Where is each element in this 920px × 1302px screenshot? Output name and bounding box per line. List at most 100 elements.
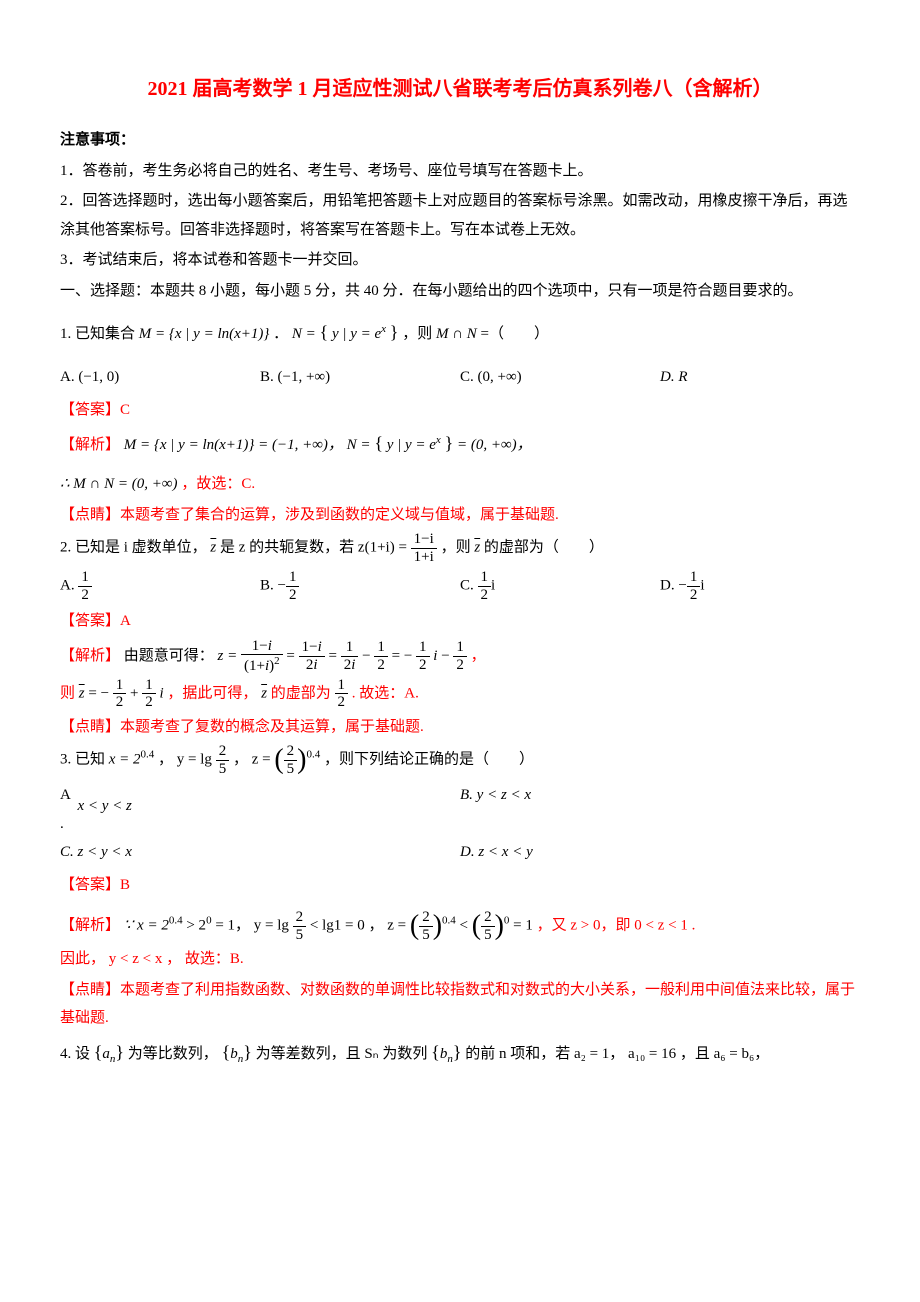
q2-then-eq: = − <box>88 685 109 701</box>
q1-mn: M ∩ N <box>436 326 477 342</box>
q1-options: A. (−1, 0) B. (−1, +∞) C. (0, +∞) D. R <box>60 363 860 392</box>
q1-jiexi-n: y | y = ex <box>387 437 445 453</box>
q2-answer: 【答案】A <box>60 607 860 636</box>
q3-x: x = 2 <box>109 752 141 768</box>
q2-option-b: B. −12 <box>260 569 460 603</box>
q3-jiexi-label: 【解析】 <box>60 918 120 934</box>
q3-option-d: D. z < x < y <box>460 838 860 867</box>
q2-jiexi-i1: i <box>433 648 437 664</box>
q3-opt-a-label: A <box>60 787 71 803</box>
notice-3: 3．考试结束后，将本试卷和答题卡一并交回。 <box>60 246 860 275</box>
q1-jiexi-eq: = (0, +∞)， <box>457 437 532 453</box>
q3-analysis: 【解析】 ∵ x = 20.4 > 20 = 1， y = lg 25 < lg… <box>60 909 860 943</box>
q4-rb3: } <box>453 1042 462 1062</box>
q2-option-a: A. 12 <box>60 569 260 603</box>
q2-analysis: 【解析】 由题意可得： z = 1−i(1+i)2 = 1−i2i = 12i … <box>60 638 860 675</box>
q2-opt-a-frac: 12 <box>78 569 92 603</box>
notice-2: 2．回答选择题时，选出每小题答案后，用铅笔把答题卡上对应题目的答案标号涂黑。如需… <box>60 187 860 244</box>
q3-jiexi-mid2: = 1， y = lg <box>215 918 289 934</box>
q2-opt-c-frac: 12 <box>478 569 492 603</box>
notice-1: 1．答卷前，考生务必将自己的姓名、考生号、考场号、座位号填写在答题卡上。 <box>60 157 860 186</box>
q1-jiexi-rbrace: } <box>445 433 454 453</box>
q2-jiexi-f5: 12 <box>416 639 430 673</box>
q1-conclude: ∴ M ∩ N = (0, +∞) ，故选：C. <box>60 470 860 499</box>
q3-lparen: ( <box>274 744 283 775</box>
q1-eq: =（ ） <box>481 326 549 342</box>
q4-an: an <box>102 1046 115 1062</box>
q2-zbar4: z <box>261 685 267 701</box>
q3-option-c: C. z < y < x <box>60 838 460 867</box>
q1-jiexi-label: 【解析】 <box>60 437 120 453</box>
q1-option-a: A. (−1, 0) <box>60 363 260 392</box>
q2-opt-d-frac: 12 <box>687 569 701 603</box>
q3-answer: 【答案】B <box>60 871 860 900</box>
q2-option-c: C. 12i <box>460 569 660 603</box>
q2-then: ，则 <box>441 540 475 556</box>
q4-mid1: 为等比数列， <box>128 1046 218 1062</box>
q1-conclude-math: ∴ M ∩ N = (0, +∞) <box>60 476 178 492</box>
q3-stem-post: ，则下列结论正确的是（ ） <box>324 752 534 768</box>
q3-y-frac: 25 <box>216 743 230 777</box>
q3-option-b: B. y < z < x <box>460 781 860 838</box>
q2-conclude: 则 z = − 12 + 12 i ，据此可得， z 的虚部为 12 . 故选：… <box>60 677 860 711</box>
q2-jiexi-f1: 1−i(1+i)2 <box>241 638 283 675</box>
q1-jiexi-m: M = {x | y = ln(x+1)} = (−1, +∞)， N = <box>124 437 375 453</box>
q1-conclude-text: ，故选：C. <box>181 476 255 492</box>
q3-jiexi-x: ∵ x = 2 <box>124 918 169 934</box>
q4-rb1: } <box>115 1042 124 1062</box>
q2-mid: 是 z 的共轭复数，若 z(1+i) = <box>220 540 411 556</box>
q1-rbrace: } <box>390 322 399 342</box>
q3-point: 【点睛】本题考查了利用指数函数、对数函数的单调性比较指数式和对数式的大小关系，一… <box>60 976 860 1033</box>
q3-x-sup: 0.4 <box>141 749 155 761</box>
q3-y: ， y = lg <box>158 752 212 768</box>
q3-opt-a-text: x < y < z <box>74 798 132 814</box>
q1-point: 【点睛】本题考查了集合的运算，涉及到函数的定义域与值域，属于基础题. <box>60 501 860 530</box>
q2-jiexi-eq2: = <box>329 648 341 664</box>
q3-jiexi-lt: < <box>460 918 472 934</box>
q2-opt-c-label: C. <box>460 578 478 594</box>
q3-opt-a-dot: . <box>60 816 64 832</box>
q1-option-b: B. (−1, +∞) <box>260 363 460 392</box>
q2-jiexi-post: ， <box>471 648 486 664</box>
q3-stem: 3. 已知 x = 20.4 ， y = lg 25 ， z = (25)0.4… <box>60 743 860 777</box>
q2-then-f3: 12 <box>335 677 349 711</box>
q3-jiexi-f3: 25 <box>481 909 495 943</box>
q2-stem-pre: 2. 已知是 i 虚数单位， <box>60 540 207 556</box>
q1-lbrace: { <box>320 322 329 342</box>
page-title: 2021 届高考数学 1 月适应性测试八省联考考后仿真系列卷八（含解析） <box>60 70 860 108</box>
q2-jiexi-pre: 由题意可得： <box>124 648 214 664</box>
q4-lb3: { <box>431 1042 440 1062</box>
q1-m-set: M = {x | y = ln(x+1)} <box>139 326 270 342</box>
q2-zbar: z <box>210 540 216 556</box>
q4-mid2: 为等差数列，且 Sₙ 为数列 <box>256 1046 428 1062</box>
q3-z-sup: 0.4 <box>306 749 320 761</box>
q1-stem: 1. 已知集合 M = {x | y = ln(x+1)} ． N = { y … <box>60 315 860 349</box>
q1-analysis: 【解析】 M = {x | y = ln(x+1)} = (−1, +∞)， N… <box>60 426 860 460</box>
q2-zbar3: z <box>79 685 85 701</box>
q1-n-pre: N = <box>292 326 320 342</box>
q3-option-a: A. x < y < z <box>60 781 460 838</box>
q2-tail: 的虚部为（ ） <box>484 540 604 556</box>
q1-then: ，则 <box>402 326 436 342</box>
q3-options: A. x < y < z B. y < z < x C. z < y < x D… <box>60 781 860 867</box>
q3-z: ， z = <box>233 752 274 768</box>
q2-then-pre: 则 <box>60 685 79 701</box>
q2-opt-d-i: i <box>700 578 704 594</box>
notice-heading: 注意事项： <box>60 126 860 155</box>
q2-jiexi-minus2: − <box>441 648 453 664</box>
q2-jiexi-z: z = <box>218 648 241 664</box>
q3-jiexi-sup04: 0.4 <box>442 915 456 927</box>
q1-n-inner: y | y = ex <box>332 326 390 342</box>
q2-then-f1: 12 <box>113 677 127 711</box>
q2-then-plus: + <box>130 685 142 701</box>
q2-jiexi-eq1: = <box>286 648 298 664</box>
q3-jiexi-f2: 25 <box>419 909 433 943</box>
q3-jiexi-lp1: ( <box>410 910 419 941</box>
q1-answer: 【答案】C <box>60 396 860 425</box>
q4-stem: 4. 设 {an} 为等比数列， {bn} 为等差数列，且 Sₙ 为数列 {bn… <box>60 1035 860 1070</box>
q2-then-xu: 的虚部为 <box>271 685 335 701</box>
q1-dot: ． <box>273 326 288 342</box>
q2-jiexi-f3: 12i <box>341 639 359 673</box>
q1-option-c: C. (0, +∞) <box>460 363 660 392</box>
q3-jiexi-mid3: < lg1 = 0 ， z = <box>310 918 410 934</box>
